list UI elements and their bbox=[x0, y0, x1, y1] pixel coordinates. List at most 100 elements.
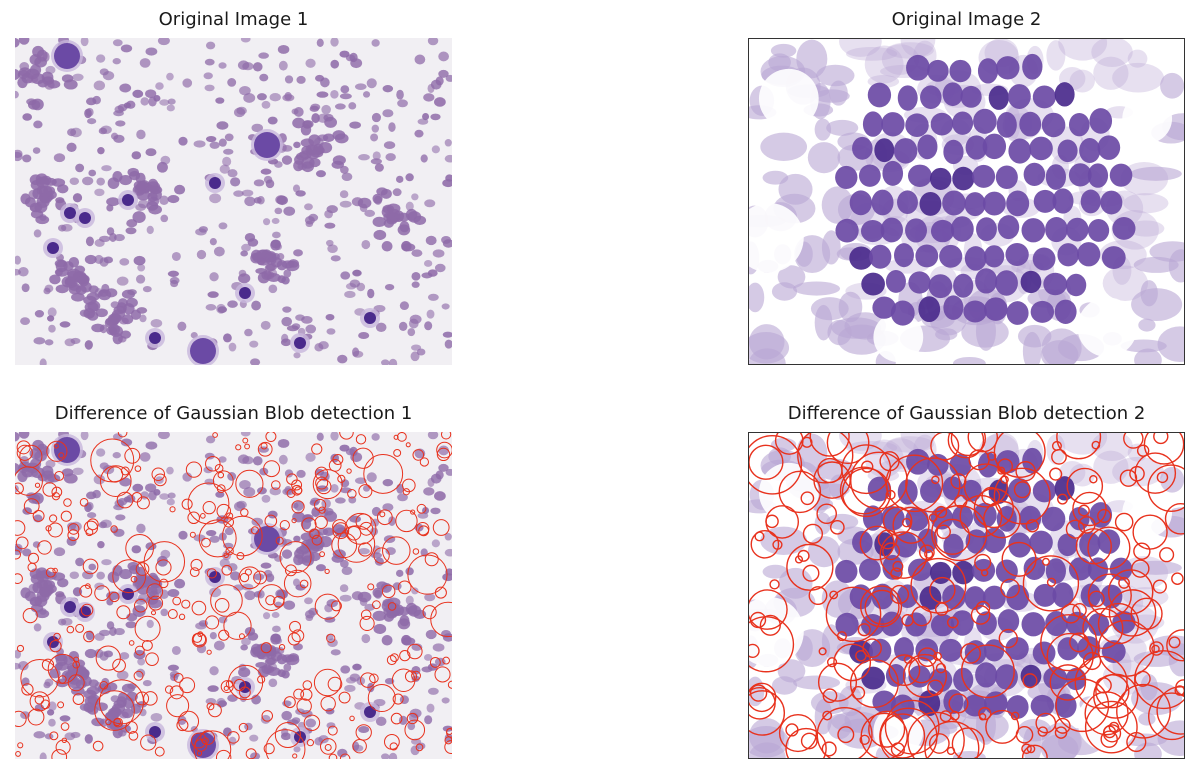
detected-blob-circle bbox=[749, 684, 768, 702]
red-blood-cell bbox=[237, 454, 250, 464]
red-blood-cell bbox=[260, 168, 272, 175]
red-blood-cell bbox=[22, 548, 32, 557]
red-blood-cell bbox=[139, 708, 147, 717]
red-blood-cell bbox=[340, 559, 349, 568]
detected-blob-circle bbox=[391, 668, 416, 692]
red-blood-cell bbox=[337, 748, 348, 758]
red-blood-cell bbox=[372, 610, 387, 621]
red-blood-cell bbox=[106, 197, 120, 207]
red-blood-cell bbox=[283, 269, 292, 278]
detected-blob-circle bbox=[16, 440, 31, 455]
detected-blob-circle bbox=[1153, 433, 1169, 445]
cell-nucleus bbox=[1066, 217, 1089, 242]
detected-blob-circle bbox=[959, 494, 1003, 538]
red-blood-cell bbox=[413, 215, 427, 225]
detected-blob-circle bbox=[346, 468, 352, 474]
red-blood-cell bbox=[227, 694, 238, 702]
tissue-fragment bbox=[1168, 249, 1184, 283]
detected-blob-circle bbox=[1097, 508, 1112, 524]
red-blood-cell bbox=[264, 658, 275, 666]
detected-blob-circle bbox=[1164, 502, 1184, 535]
red-blood-cell bbox=[243, 93, 256, 103]
detected-blob-circle bbox=[993, 433, 1046, 478]
red-blood-cell bbox=[339, 50, 350, 58]
cell-nucleus bbox=[882, 160, 904, 186]
cell-nucleus bbox=[1101, 246, 1126, 270]
red-blood-cell bbox=[18, 661, 29, 671]
red-blood-cell bbox=[15, 649, 22, 659]
detected-blob-circle bbox=[928, 513, 938, 522]
cell-nucleus bbox=[849, 246, 874, 270]
cell-nucleus bbox=[867, 82, 892, 108]
detected-blob-circle bbox=[316, 478, 332, 495]
detected-blob-circle bbox=[49, 731, 59, 741]
red-blood-cell bbox=[61, 618, 73, 626]
red-blood-cell bbox=[326, 722, 336, 729]
red-blood-cell bbox=[80, 38, 89, 47]
cell-nucleus bbox=[984, 297, 1008, 321]
red-blood-cell bbox=[388, 516, 396, 526]
detected-blob-circle bbox=[46, 440, 68, 462]
red-blood-cell bbox=[15, 38, 20, 48]
detected-blob-circle bbox=[291, 500, 305, 514]
red-blood-cell bbox=[297, 557, 308, 565]
detected-blob-circle bbox=[265, 595, 276, 606]
detected-blob-circle bbox=[355, 434, 367, 445]
detected-blob-circle bbox=[1013, 481, 1031, 499]
red-blood-cell bbox=[15, 432, 20, 442]
red-blood-cell bbox=[258, 52, 269, 59]
red-blood-cell bbox=[136, 129, 146, 140]
red-blood-cell bbox=[120, 438, 133, 447]
detected-blob-circle bbox=[1065, 519, 1085, 539]
red-blood-cell bbox=[97, 541, 105, 549]
red-blood-cell bbox=[405, 602, 418, 615]
red-blood-cell bbox=[374, 163, 384, 172]
detected-blob-circle bbox=[903, 655, 913, 664]
red-blood-cell bbox=[30, 573, 44, 585]
detected-blob-circle bbox=[210, 584, 243, 617]
red-blood-cell bbox=[59, 321, 71, 328]
red-blood-cell bbox=[293, 643, 303, 651]
tissue-fragment bbox=[1134, 348, 1162, 364]
detected-blob-circle bbox=[1100, 730, 1118, 748]
cell-nucleus bbox=[1100, 584, 1123, 609]
cell-nucleus bbox=[906, 54, 930, 81]
detected-blob-circle bbox=[296, 698, 312, 714]
red-blood-cell bbox=[83, 295, 97, 305]
red-blood-cell bbox=[427, 432, 439, 440]
red-blood-cell bbox=[47, 709, 55, 716]
detected-blob-circle bbox=[1041, 557, 1050, 566]
red-blood-cell bbox=[316, 91, 329, 98]
red-blood-cell bbox=[382, 503, 394, 512]
detected-blob-circle bbox=[208, 703, 222, 718]
red-blood-cell bbox=[182, 472, 193, 482]
detected-blob-circle bbox=[117, 432, 128, 438]
detected-blob-circle bbox=[405, 442, 411, 448]
red-blood-cell bbox=[444, 533, 452, 541]
detected-blob-circle bbox=[235, 444, 242, 451]
red-blood-cell bbox=[263, 175, 273, 184]
detected-blob-circle bbox=[49, 639, 62, 653]
red-blood-cell bbox=[281, 670, 290, 679]
cell-nucleus bbox=[1077, 242, 1101, 267]
detected-blob-circle bbox=[1123, 433, 1144, 449]
cell-nucleus bbox=[64, 601, 76, 613]
red-blood-cell bbox=[372, 216, 387, 227]
detected-blob-circle bbox=[444, 736, 452, 745]
detected-blob-circle bbox=[148, 595, 164, 611]
red-blood-cell bbox=[261, 100, 271, 109]
red-blood-cell bbox=[376, 187, 388, 196]
detected-blob-circle bbox=[315, 476, 329, 490]
red-blood-cell bbox=[238, 269, 247, 277]
detected-blob-circle bbox=[244, 443, 250, 450]
red-blood-cell bbox=[136, 523, 146, 534]
red-blood-cell bbox=[292, 511, 306, 523]
detected-blob-circle bbox=[85, 583, 91, 589]
detected-blob-circle bbox=[879, 531, 928, 579]
red-blood-cell bbox=[401, 634, 411, 645]
red-blood-cell bbox=[442, 331, 452, 338]
detected-blob-circle bbox=[223, 552, 229, 559]
detected-blob-circle bbox=[187, 482, 230, 525]
detected-blob-circle bbox=[181, 498, 193, 510]
red-blood-cell bbox=[354, 477, 367, 484]
